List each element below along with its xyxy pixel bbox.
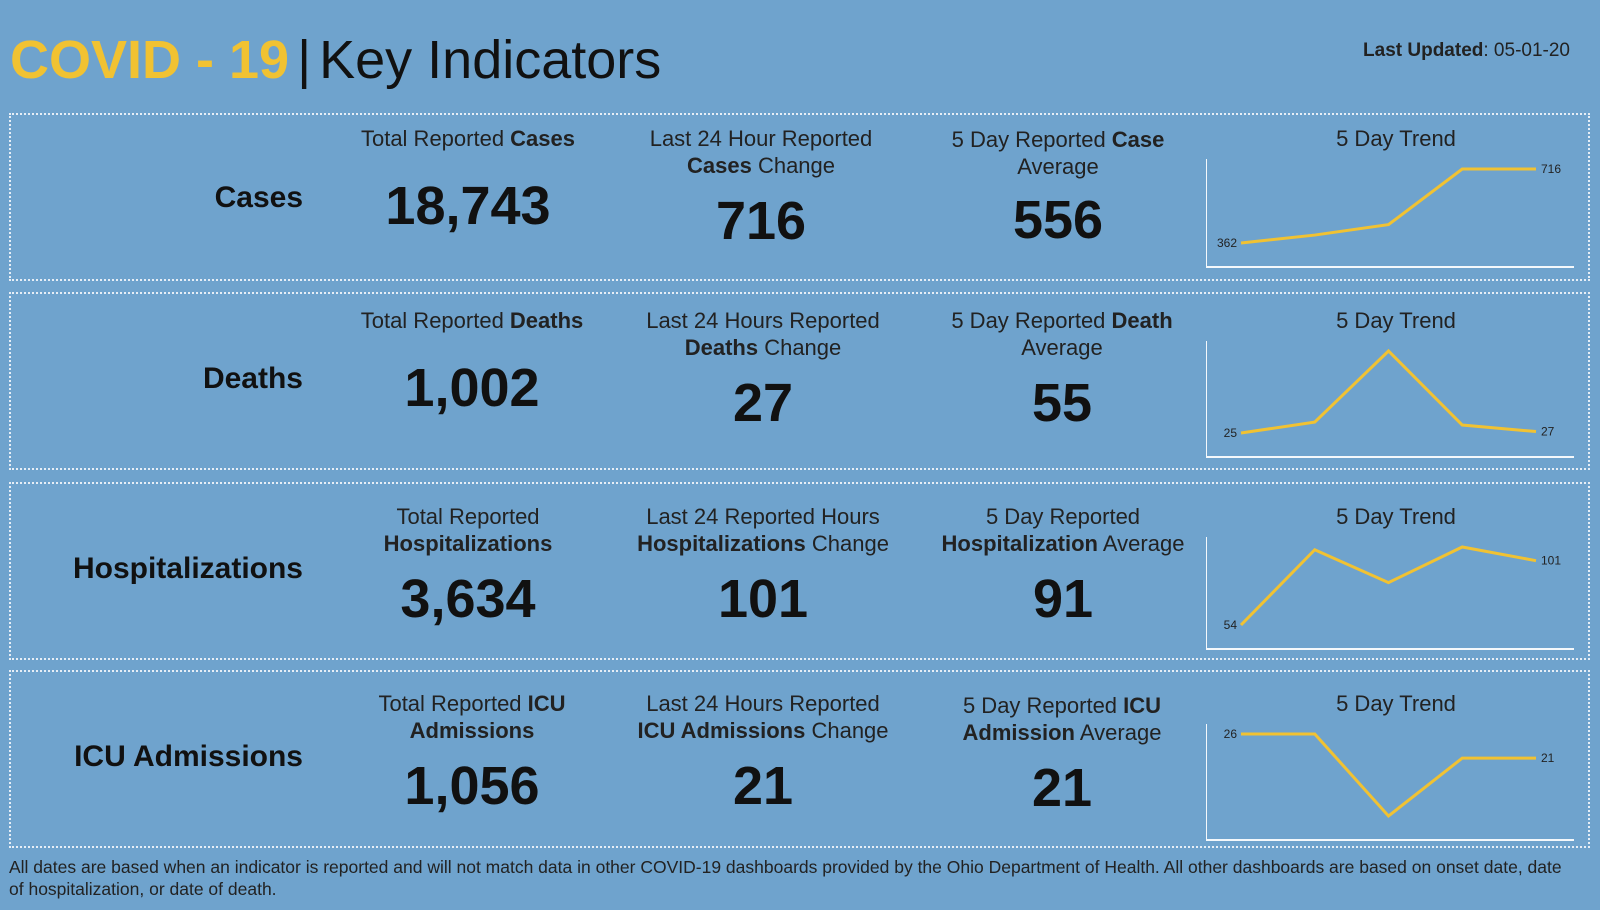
trend-title: 5 Day Trend	[1336, 308, 1456, 333]
caption-text: Total Reported	[360, 308, 510, 333]
sparkline-hospitalizations: 54 101	[1206, 537, 1574, 650]
trend-title: 5 Day Trend	[1336, 691, 1456, 716]
caption-text: Average	[1075, 720, 1162, 745]
title-separator: |	[297, 30, 312, 90]
trend-line	[1241, 732, 1536, 819]
sparkline-icu: 26 21	[1206, 724, 1574, 841]
metric-total-hospitalizations: Total Reported Hospitalizations 3,634	[323, 503, 613, 629]
metric-24h-hospitalizations: Last 24 Reported Hours Hospitalizations C…	[618, 503, 908, 629]
value-5day-hospitalizations: 91	[1032, 569, 1094, 629]
value-total-cases: 18,743	[385, 176, 551, 236]
caption-text: Change	[805, 718, 889, 743]
caption-bold: Cases	[686, 153, 752, 178]
last-updated: Last Updated: 05-01-20	[1363, 40, 1570, 62]
caption-text: Total Reported	[396, 504, 540, 529]
metric-total-cases: Total Reported Cases 18,743	[323, 125, 613, 236]
caption-bold: Death	[1111, 308, 1173, 333]
caption-text: Change	[758, 335, 842, 360]
trend-last-label: 101	[1541, 554, 1561, 568]
value-24h-hospitalizations: 101	[717, 569, 809, 629]
row-label-deaths: Deaths	[202, 362, 303, 395]
trend-line	[1240, 348, 1537, 435]
caption-bold: Deaths	[684, 335, 759, 360]
value-5day-cases: 556	[1012, 190, 1104, 250]
value-total-deaths: 1,002	[404, 358, 540, 418]
caption-text: Change	[751, 153, 836, 178]
caption-text: 5 Day Reported	[951, 308, 1112, 333]
trend-line	[1240, 167, 1536, 245]
caption-bold: ICU	[1123, 693, 1162, 718]
sparkline-deaths: 25 27	[1206, 341, 1574, 458]
trend-title: 5 Day Trend	[1336, 126, 1456, 151]
trend-first-label: 26	[1224, 727, 1238, 741]
trend-last-label: 21	[1541, 751, 1555, 765]
row-deaths: Deaths Total Reported Deaths 1,002 Last …	[9, 292, 1590, 470]
last-updated-label: Last Updated	[1363, 40, 1484, 61]
caption-text: Total Reported	[360, 126, 511, 151]
caption-bold: Deaths	[509, 308, 584, 333]
caption-text: Last 24 Hour Reported	[649, 126, 873, 151]
caption-bold: Case	[1111, 127, 1165, 152]
trend-first-label: 25	[1224, 426, 1238, 440]
row-hospitalizations: Hospitalizations Total Reported Hospitali…	[9, 482, 1590, 660]
trend-first-label: 362	[1217, 236, 1237, 250]
last-updated-value: : 05-01-20	[1483, 40, 1570, 61]
metric-5day-deaths: 5 Day Reported Death Average 55	[917, 307, 1207, 433]
caption-text: Average	[1098, 531, 1185, 556]
trend-last-label: 716	[1541, 162, 1561, 176]
metric-5day-cases: 5 Day Reported Case Average 556	[913, 126, 1203, 250]
caption-bold: Admission	[962, 720, 1075, 745]
trend-line	[1239, 545, 1537, 627]
metric-5day-icu: 5 Day Reported ICU Admission Average 21	[917, 692, 1207, 818]
caption-text: Average	[1017, 154, 1099, 179]
header: COVID - 19 | Key Indicators Last Updated: …	[10, 22, 1590, 92]
caption-bold: Cases	[510, 126, 576, 151]
caption-text: Total Reported	[378, 691, 528, 716]
value-24h-deaths: 27	[732, 373, 794, 433]
value-total-hospitalizations: 3,634	[400, 569, 536, 629]
metric-24h-deaths: Last 24 Hours Reported Deaths Change 27	[618, 307, 908, 433]
row-label-icu: ICU Admissions	[74, 740, 303, 773]
caption-text: 5 Day Reported	[951, 127, 1112, 152]
trend-last-label: 27	[1541, 425, 1555, 439]
row-label-cases: Cases	[214, 181, 303, 214]
row-label-hospitalizations: Hospitalizations	[72, 552, 303, 585]
caption-text: 5 Day Reported	[985, 504, 1141, 529]
caption-text: Last 24 Hours Reported	[646, 691, 880, 716]
caption-text: Last 24 Reported Hours	[646, 504, 880, 529]
caption-bold: Hospitalization	[941, 531, 1098, 556]
trend-cases: 5 Day Trend 362 716	[1206, 125, 1586, 275]
value-5day-deaths: 55	[1031, 373, 1093, 433]
caption-text: Average	[1021, 335, 1103, 360]
caption-bold: Admissions	[409, 718, 535, 743]
title-covid: COVID - 19	[10, 30, 290, 90]
trend-icu: 5 Day Trend 26 21	[1206, 690, 1586, 850]
row-cases: Cases Total Reported Cases 18,743 Last 2…	[9, 113, 1590, 281]
metric-24h-cases: Last 24 Hour Reported Cases Change 716	[616, 125, 906, 251]
page-title: COVID - 19 | Key Indicators	[10, 30, 661, 90]
metric-5day-hospitalizations: 5 Day Reported Hospitalization Average 91	[918, 503, 1208, 629]
trend-hospitalizations: 5 Day Trend 54 101	[1206, 503, 1586, 663]
metric-total-deaths: Total Reported Deaths 1,002	[327, 307, 617, 418]
metric-24h-icu: Last 24 Hours Reported ICU Admissions Cha…	[618, 690, 908, 816]
footnote: All dates are based when an indicator is…	[9, 857, 1562, 899]
caption-bold: Hospitalizations	[637, 531, 806, 556]
sparkline-cases: 362 716	[1206, 159, 1574, 268]
trend-first-label: 54	[1224, 618, 1238, 632]
trend-title: 5 Day Trend	[1336, 504, 1456, 529]
caption-bold: ICU Admissions	[637, 718, 806, 743]
row-icu: ICU Admissions Total Reported ICU Admissi…	[9, 670, 1590, 848]
title-key-indicators: Key Indicators	[319, 30, 662, 90]
trend-deaths: 5 Day Trend 25 27	[1206, 307, 1586, 467]
value-5day-icu: 21	[1031, 758, 1093, 818]
value-24h-icu: 21	[732, 756, 794, 816]
value-total-icu: 1,056	[404, 756, 540, 816]
caption-bold: ICU	[527, 691, 566, 716]
metric-total-icu: Total Reported ICU Admissions 1,056	[327, 690, 617, 816]
caption-text: Change	[805, 531, 889, 556]
value-24h-cases: 716	[715, 191, 807, 251]
caption-bold: Hospitalizations	[383, 531, 553, 556]
caption-text: Last 24 Hours Reported	[646, 308, 880, 333]
caption-text: 5 Day Reported	[962, 693, 1124, 718]
